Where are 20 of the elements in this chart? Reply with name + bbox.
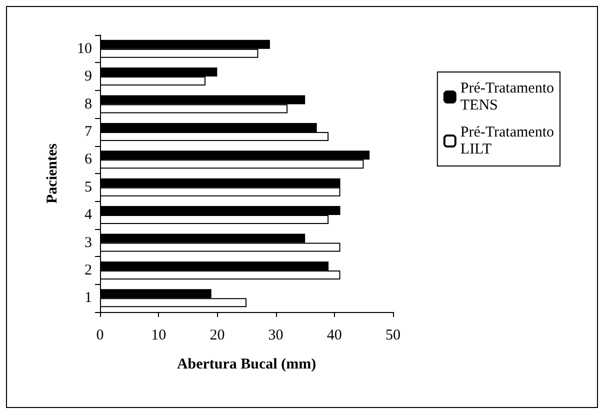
y-tick-label: 10 [77,40,92,57]
x-tick-label: 20 [210,328,225,344]
y-tick-label: 9 [84,68,92,85]
legend-label: Pré-Tratamento LILT [460,124,554,158]
x-tick-label: 40 [326,328,342,344]
y-tick-label: 7 [84,124,92,140]
y-tick-label: 1 [84,290,92,306]
x-tick-label: 30 [268,328,284,344]
x-tick-label: 0 [96,328,104,344]
x-tick-label: 50 [386,328,400,344]
y-tick-label: 6 [84,152,92,168]
y-tick-label: 5 [84,179,92,196]
y-tick-label: 4 [84,207,92,224]
legend-label: Pré-Tratamento TENS [460,80,554,114]
y-tick-label: 2 [84,262,92,278]
y-axis-title: Pacientes [44,143,60,204]
y-tick-label: 3 [84,234,92,251]
x-tick-label: 10 [151,328,166,344]
x-axis-title: Abertura Bucal (mm) [176,356,316,372]
y-tick-label: 8 [84,96,92,112]
